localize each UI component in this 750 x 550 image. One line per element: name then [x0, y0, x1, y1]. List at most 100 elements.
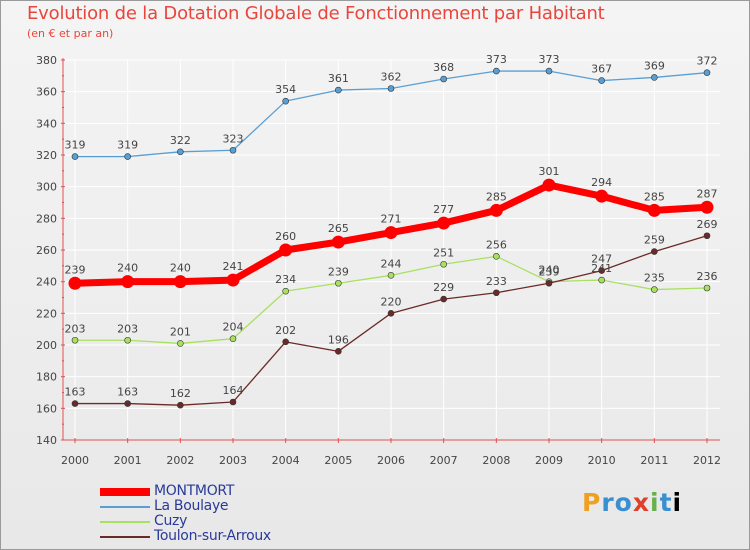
y-tick-label: 320	[36, 149, 57, 162]
data-label-la-boulaye: 361	[328, 72, 349, 85]
data-label-toulon-sur-arroux: 239	[539, 265, 560, 278]
data-label-cuzy: 204	[223, 321, 244, 334]
data-point-la-boulaye	[71, 153, 79, 160]
series-layer	[68, 67, 714, 409]
data-point-toulon-sur-arroux	[440, 295, 447, 303]
data-label-cuzy: 240	[539, 264, 560, 277]
data-point-toulon-sur-arroux	[598, 267, 605, 274]
data-point-la-boulaye	[282, 97, 289, 105]
y-tick-label: 180	[36, 371, 57, 384]
data-label-toulon-sur-arroux: 202	[275, 324, 296, 337]
x-tick-label: 2005	[324, 454, 352, 467]
grid-layer	[63, 59, 720, 441]
legend-label: MONTMORT	[154, 483, 235, 499]
data-label-montmort: 294	[591, 176, 612, 189]
data-label-cuzy: 244	[381, 257, 402, 270]
data-label-la-boulaye: 373	[486, 53, 507, 66]
data-label-toulon-sur-arroux: 247	[591, 253, 612, 266]
legend-label: La Boulaye	[154, 498, 229, 514]
data-point-toulon-sur-arroux	[493, 289, 500, 297]
data-label-montmort: 260	[275, 230, 296, 243]
data-label-montmort: 240	[170, 262, 191, 275]
data-point-cuzy	[703, 284, 711, 292]
data-label-la-boulaye: 373	[539, 53, 560, 66]
data-label-toulon-sur-arroux: 196	[328, 333, 349, 346]
data-point-la-boulaye	[703, 69, 711, 76]
data-label-la-boulaye: 372	[697, 55, 718, 68]
data-point-toulon-sur-arroux	[545, 279, 553, 287]
y-tick-label: 260	[36, 244, 57, 257]
data-label-toulon-sur-arroux: 164	[223, 384, 244, 397]
data-point-montmort	[279, 243, 293, 257]
data-point-cuzy	[177, 340, 184, 347]
data-label-la-boulaye: 367	[591, 63, 612, 76]
data-point-cuzy	[440, 260, 447, 268]
y-tick-label: 360	[36, 86, 57, 99]
data-point-cuzy	[493, 253, 500, 260]
data-point-cuzy	[651, 286, 658, 293]
data-label-toulon-sur-arroux: 220	[381, 295, 402, 308]
data-point-montmort	[68, 276, 82, 290]
data-label-montmort: 271	[381, 213, 402, 226]
data-point-la-boulaye	[335, 86, 342, 94]
x-tick-label: 2009	[535, 454, 563, 467]
data-point-cuzy	[282, 287, 289, 295]
y-tick-label: 140	[36, 434, 57, 447]
y-tick-label: 280	[36, 212, 57, 225]
data-label-la-boulaye: 354	[275, 83, 296, 96]
data-label-cuzy: 251	[433, 246, 454, 259]
proxiti-logo: Proxiti	[582, 488, 683, 517]
data-point-toulon-sur-arroux	[651, 248, 658, 255]
data-point-toulon-sur-arroux	[387, 310, 395, 317]
legend-swatch	[100, 488, 150, 496]
legend-swatch	[100, 506, 150, 508]
y-tick-label: 340	[36, 117, 57, 130]
y-tick-label: 380	[36, 54, 57, 67]
x-tick-label: 2007	[430, 454, 458, 467]
data-point-la-boulaye	[440, 75, 447, 83]
y-tick-label: 220	[36, 307, 57, 320]
data-point-la-boulaye	[545, 67, 553, 75]
data-point-la-boulaye	[124, 153, 131, 160]
data-label-la-boulaye: 319	[117, 139, 138, 152]
data-label-montmort: 277	[433, 203, 454, 216]
data-label-cuzy: 241	[591, 262, 612, 275]
data-label-cuzy: 203	[65, 322, 86, 335]
x-tick-label: 2003	[219, 454, 247, 467]
data-point-cuzy	[124, 336, 131, 344]
x-tick-label: 2012	[693, 454, 721, 467]
data-point-montmort	[647, 203, 661, 217]
data-label-cuzy: 203	[117, 322, 138, 335]
x-tick-label: 2010	[588, 454, 616, 467]
data-label-cuzy: 201	[170, 325, 191, 338]
data-label-layer: 319 319 322 323 354 361 362 368 373 373 367 369 372 2…	[65, 53, 718, 400]
data-point-cuzy	[71, 336, 79, 344]
y-tick-label: 240	[36, 276, 57, 289]
data-point-la-boulaye	[493, 67, 500, 75]
x-tick-label: 2002	[166, 454, 194, 467]
data-label-montmort: 241	[223, 260, 244, 273]
data-point-montmort	[489, 203, 503, 217]
data-point-montmort	[226, 273, 240, 287]
data-point-cuzy	[387, 272, 395, 279]
x-tick-label: 2011	[640, 454, 668, 467]
data-label-cuzy: 239	[328, 265, 349, 278]
x-tick-label: 2008	[482, 454, 510, 467]
data-point-montmort	[384, 226, 398, 240]
data-label-la-boulaye: 319	[65, 139, 86, 152]
x-tick-label: 2001	[114, 454, 142, 467]
data-point-la-boulaye	[651, 74, 658, 81]
data-label-montmort: 285	[486, 190, 507, 203]
data-label-toulon-sur-arroux: 163	[117, 386, 138, 399]
x-tick-label: 2006	[377, 454, 405, 467]
data-label-cuzy: 256	[486, 238, 507, 251]
data-point-la-boulaye	[387, 85, 395, 92]
data-point-montmort	[700, 200, 714, 214]
y-tick-label: 200	[36, 339, 57, 352]
data-label-montmort: 301	[539, 165, 560, 178]
data-label-cuzy: 235	[644, 272, 665, 285]
data-point-la-boulaye	[598, 77, 605, 84]
data-point-montmort	[595, 189, 609, 203]
data-point-montmort	[437, 216, 451, 230]
